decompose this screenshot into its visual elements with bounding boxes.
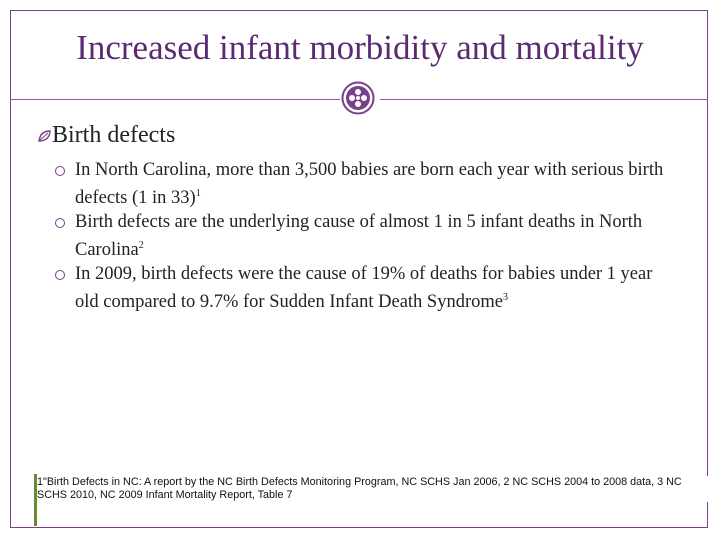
- list-item-text: In 2009, birth defects were the cause of…: [75, 264, 653, 312]
- list-item-text: In North Carolina, more than 3,500 babie…: [75, 160, 664, 208]
- ring-bullet-icon: [55, 218, 65, 228]
- title-divider-left: [10, 99, 340, 100]
- leaf-bullet-icon: [38, 130, 51, 142]
- section-heading: Birth defects: [52, 122, 176, 148]
- list-item-text: Birth defects are the underlying cause o…: [75, 212, 643, 260]
- list-item: Birth defects are the underlying cause o…: [55, 210, 680, 262]
- slide-title: Increased infant morbidity and mortality: [76, 28, 644, 67]
- footnote-ref: 1: [195, 188, 201, 199]
- ornament-emblem-icon: [341, 81, 375, 115]
- footnote-ref: 2: [138, 240, 144, 251]
- ring-bullet-icon: [55, 166, 65, 176]
- bullet-list: In North Carolina, more than 3,500 babie…: [55, 158, 680, 314]
- slide-frame: [10, 10, 708, 528]
- ring-bullet-icon: [55, 270, 65, 280]
- footnote-text: 1"Birth Defects in NC: A report by the N…: [37, 476, 711, 502]
- footnote-ref: 3: [502, 292, 508, 303]
- list-item: In North Carolina, more than 3,500 babie…: [55, 158, 680, 210]
- footer-accent-bar: [34, 474, 37, 526]
- list-item: In 2009, birth defects were the cause of…: [55, 262, 680, 314]
- title-divider-right: [380, 99, 708, 100]
